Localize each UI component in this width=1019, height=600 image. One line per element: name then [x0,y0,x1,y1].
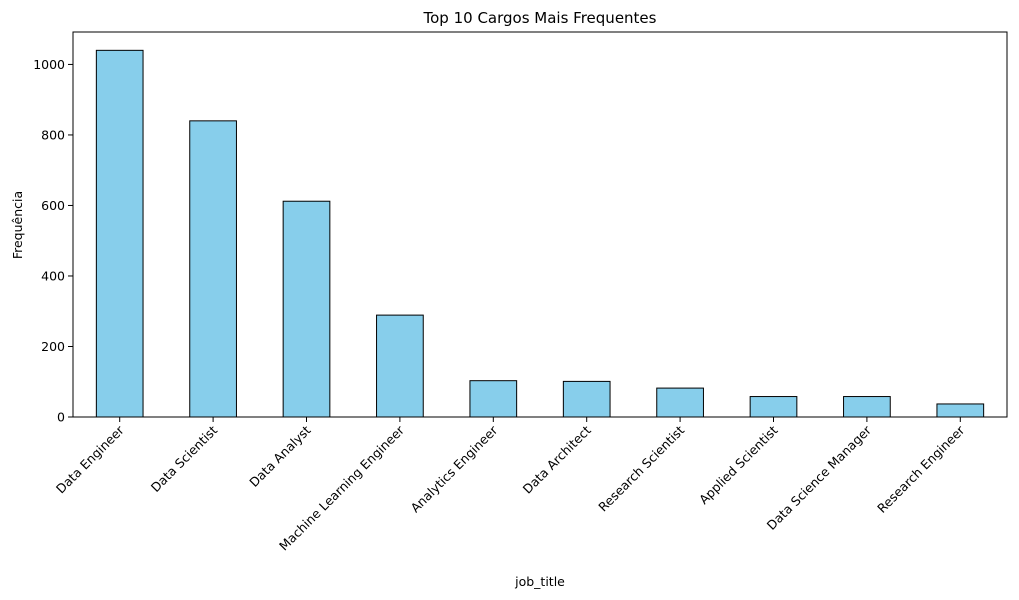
x-tick-label-data-engineer: Data Engineer [53,422,127,496]
x-tick-label-data-scientist: Data Scientist [148,422,221,495]
bar-applied-scientist [749,396,798,418]
bar-research-engineer [936,403,985,418]
y-tick-label-0: 0 [57,410,65,425]
bar-research-scientist [656,387,704,418]
y-axis: 0 200 400 600 800 1000 [33,57,73,425]
y-tick-label-600: 600 [41,198,65,213]
bar-analytics-engineer [469,380,518,418]
bar-data-scientist [189,120,237,418]
bar-data-architect [562,380,611,418]
bar-data-science-manager [843,396,891,418]
bar-machine-learning-engineer [376,314,424,418]
x-tick-label-data-science-manager: Data Science Manager [764,422,875,533]
bar-data-engineer [95,49,144,418]
bars-group [95,49,985,418]
bar-data-analyst [282,200,331,418]
x-tick-label-research-scientist: Research Scientist [595,422,687,514]
y-tick-label-1000: 1000 [33,57,65,72]
x-tick-label-applied-scientist: Applied Scientist [696,422,781,507]
y-tick-label-800: 800 [41,127,65,142]
axes-frame [72,31,1008,418]
x-axis-label: job_title [514,574,565,589]
chart-title: Top 10 Cargos Mais Frequentes [423,9,657,27]
y-tick-label-200: 200 [41,339,65,354]
y-tick-label-400: 400 [41,268,65,283]
x-tick-label-data-analyst: Data Analyst [246,422,313,489]
x-tick-label-analytics-engineer: Analytics Engineer [408,422,502,516]
x-axis: Data Engineer Data Scientist Data AnalystM… [53,417,968,553]
x-tick-label-research-engineer: Research Engineer [874,422,968,516]
y-axis-label: Frequência [10,191,25,259]
x-tick-label-data-architect: Data Architect [520,422,594,496]
